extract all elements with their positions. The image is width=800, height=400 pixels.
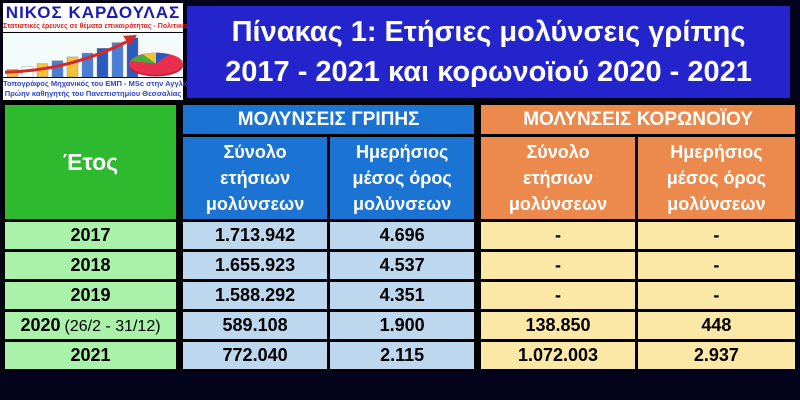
flu-total-cell: 1.588.292 (176, 279, 331, 312)
table-row-2021: 2021 772.040 2.115 1.072.003 2.937 (1, 339, 799, 372)
covid-daily-cell: - (634, 249, 799, 282)
covid-daily-cell: - (634, 219, 799, 252)
year-note: (26/2 - 31/12) (64, 318, 161, 335)
covid-daily-cell: - (634, 279, 799, 312)
flu-daily-cell: 4.537 (327, 249, 480, 282)
slide-title-line1: Πίνακας 1: Ετήσιες μολύνσεις γρίπης (231, 16, 746, 48)
covid-daily-cell: 2.937 (634, 339, 799, 372)
flu-total-cell: 589.108 (176, 309, 331, 342)
flu-total-cell: 1.655.923 (176, 249, 331, 282)
year-cell: 2021 (1, 339, 182, 372)
year-value: 2018 (70, 255, 111, 275)
covid-total-cell: - (474, 219, 638, 252)
covid-total-cell: 1.072.003 (474, 339, 638, 372)
year-column-header: Έτος (1, 102, 182, 222)
logo-name: ΝΙΚΟΣ ΚΑΡΔΟΥΛΑΣ (5, 3, 181, 22)
flu-daily-cell: 4.696 (327, 219, 480, 252)
flu-daily-cell: 4.351 (327, 279, 480, 312)
table-row-2017: 2017 1.713.942 4.696 - - (1, 219, 799, 252)
table-row-2020: 2020 (26/2 - 31/12) 589.108 1.900 138.850… (1, 309, 799, 342)
flu-total-subheader: Σύνολο ετήσιων μολύνσεων (176, 134, 331, 222)
bar-pie-chart-icon (3, 33, 183, 77)
logo-panel: ΝΙΚΟΣ ΚΑΡΔΟΥΛΑΣ Στατιστικές έρευνες σε θ… (2, 2, 228, 101)
year-cell: 2017 (1, 219, 182, 252)
infections-table: Έτος ΜΟΛΥΝΣΕΙΣ ΓΡΙΠΗΣ ΜΟΛΥΝΣΕΙΣ ΚΟΡΩΝΟΪΟ… (1, 102, 799, 372)
infections-table-wrap: Έτος ΜΟΛΥΝΣΕΙΣ ΓΡΙΠΗΣ ΜΟΛΥΝΣΕΙΣ ΚΟΡΩΝΟΪΟ… (0, 102, 800, 400)
covid-total-cell: 138.850 (474, 309, 638, 342)
slide-title-line2: 2017 - 2021 και κορωνοϊού 2020 - 2021 (225, 56, 752, 88)
logo-credentials: Τοπογράφος Μηχανικός του ΕΜΠ - MSc στην … (3, 77, 228, 100)
covid-daily-subheader: Ημερήσιος μέσος όρος μολύνσεων (634, 134, 799, 222)
logo-credentials-line1: Τοπογράφος Μηχανικός του ΕΜΠ - MSc στην … (3, 79, 228, 88)
covid-total-cell: - (474, 249, 638, 282)
slide-title: Πίνακας 1: Ετήσιες μολύνσεις γρίπης 2017… (187, 6, 790, 98)
logo-credentials-line2: Πρώην καθηγητής του Πανεπιστημίου Θεσσαλ… (4, 88, 182, 98)
year-cell: 2018 (1, 249, 182, 282)
flu-total-cell: 772.040 (176, 339, 331, 372)
covid-group-header: ΜΟΛΥΝΣΕΙΣ ΚΟΡΩΝΟΪΟΥ (474, 102, 798, 137)
year-value: 2019 (70, 285, 111, 305)
logo-chart-graphic (3, 33, 183, 77)
year-cell: 2019 (1, 279, 182, 312)
table-row-2019: 2019 1.588.292 4.351 - - (1, 279, 799, 312)
covid-total-cell: - (474, 279, 638, 312)
flu-daily-cell: 2.115 (327, 339, 480, 372)
flu-daily-cell: 1.900 (327, 309, 480, 342)
logo-subtitle: Στατιστικές έρευνες σε θέματα επικαιρότη… (3, 22, 225, 33)
flu-total-cell: 1.713.942 (176, 219, 331, 252)
flu-group-header: ΜΟΛΥΝΣΕΙΣ ΓΡΙΠΗΣ (176, 102, 480, 137)
year-value: 2020 (20, 315, 61, 335)
covid-total-subheader: Σύνολο ετήσιων μολύνσεων (474, 134, 638, 222)
year-cell: 2020 (26/2 - 31/12) (1, 309, 182, 342)
flu-daily-subheader: Ημερήσιος μέσος όρος μολύνσεων (327, 134, 480, 222)
table-row-2018: 2018 1.655.923 4.537 - - (1, 249, 799, 282)
year-value: 2021 (70, 345, 111, 365)
year-value: 2017 (70, 225, 111, 245)
covid-daily-cell: 448 (634, 309, 799, 342)
